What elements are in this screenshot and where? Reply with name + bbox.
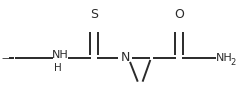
Text: NH: NH xyxy=(52,50,69,60)
Text: —: — xyxy=(2,53,13,63)
Text: 2: 2 xyxy=(231,58,236,67)
Text: NH: NH xyxy=(216,53,233,63)
Text: S: S xyxy=(90,8,98,21)
Text: H: H xyxy=(54,63,61,73)
Text: N: N xyxy=(120,51,130,64)
Text: O: O xyxy=(174,8,184,21)
